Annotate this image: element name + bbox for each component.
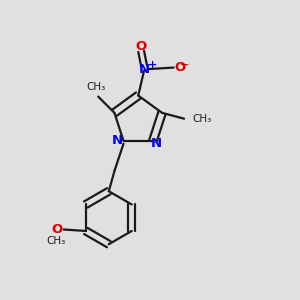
Text: CH₃: CH₃: [86, 82, 106, 92]
Text: CH₃: CH₃: [47, 236, 66, 246]
Text: O: O: [174, 61, 186, 74]
Text: O: O: [51, 223, 62, 236]
Text: CH₃: CH₃: [192, 114, 212, 124]
Text: −: −: [180, 60, 189, 70]
Text: N: N: [112, 134, 123, 147]
Text: N: N: [150, 137, 161, 150]
Text: N: N: [139, 62, 150, 76]
Text: +: +: [148, 60, 157, 70]
Text: O: O: [136, 40, 147, 52]
